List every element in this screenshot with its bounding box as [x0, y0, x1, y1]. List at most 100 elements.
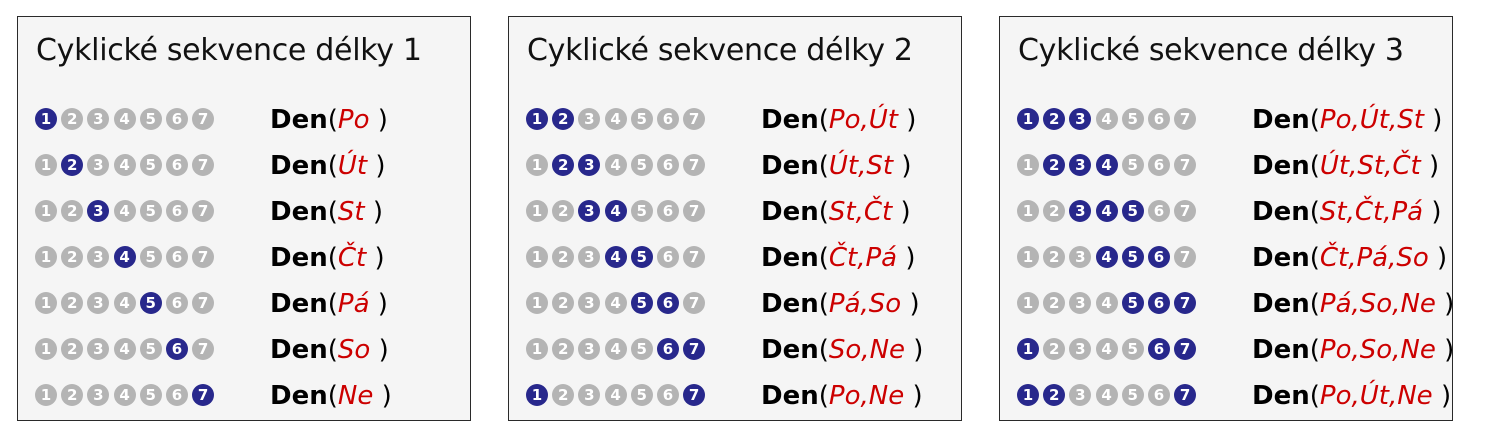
day-5-circle-icon: 5	[139, 246, 162, 268]
close-paren: )	[1435, 335, 1455, 365]
function-name: Den	[1252, 197, 1310, 227]
sequence-row: 1 2 3 4 5 6 7 Den(St,Čt )	[526, 193, 956, 231]
function-name: Den	[270, 105, 328, 135]
function-arguments: Čt,Pá,So	[1319, 243, 1429, 273]
day-1-circle-icon: 1	[526, 200, 548, 222]
function-expression: Den(Po,Út,St )	[1252, 101, 1442, 139]
day-2-circle-icon: 2	[61, 338, 84, 360]
function-expression: Den(Pá,So )	[761, 285, 920, 323]
day-3-circle-icon: 3	[1069, 154, 1092, 176]
day-1-circle-icon: 1	[35, 292, 57, 314]
open-paren: (	[1309, 151, 1320, 181]
day-7-circle-icon: 7	[192, 200, 215, 222]
day-4-circle-icon: 4	[113, 246, 136, 268]
day-7-circle-icon: 7	[683, 200, 706, 222]
close-paren: )	[904, 381, 923, 411]
open-paren: (	[327, 335, 338, 365]
day-5-circle-icon: 5	[1121, 108, 1144, 130]
day-1-circle-icon: 1	[526, 154, 548, 176]
day-6-circle-icon: 6	[656, 384, 679, 406]
open-paren: (	[818, 197, 829, 227]
day-7-circle-icon: 7	[683, 108, 706, 130]
day-1-circle-icon: 1	[1017, 246, 1039, 268]
day-4-circle-icon: 4	[113, 338, 136, 360]
close-paren: )	[893, 151, 912, 181]
day-2-circle-icon: 2	[61, 292, 84, 314]
day-4-circle-icon: 4	[604, 108, 627, 130]
open-paren: (	[1309, 197, 1320, 227]
function-name: Den	[1252, 335, 1310, 365]
day-4-circle-icon: 4	[1095, 292, 1118, 314]
open-paren: (	[1309, 243, 1320, 273]
function-name: Den	[761, 335, 819, 365]
close-paren: )	[369, 105, 388, 135]
function-arguments: Po,Út	[828, 105, 898, 135]
function-name: Den	[270, 243, 328, 273]
day-2-circle-icon: 2	[1043, 292, 1066, 314]
close-paren: )	[367, 151, 386, 181]
function-expression: Den(Út,St )	[761, 147, 912, 185]
day-6-circle-icon: 6	[1147, 246, 1170, 268]
function-expression: Den(Po,Ne )	[761, 377, 923, 415]
day-5-circle-icon: 5	[139, 338, 162, 360]
day-5-circle-icon: 5	[139, 292, 162, 314]
function-arguments: Čt,Pá	[828, 243, 898, 273]
day-5-circle-icon: 5	[630, 384, 653, 406]
day-6-circle-icon: 6	[656, 154, 679, 176]
open-paren: (	[327, 243, 338, 273]
day-6-circle-icon: 6	[656, 338, 679, 360]
day-5-circle-icon: 5	[139, 108, 162, 130]
day-5-circle-icon: 5	[630, 292, 653, 314]
close-paren: )	[897, 105, 917, 135]
sequence-row: 1 2 3 4 5 6 7 Den(Čt )	[35, 239, 465, 277]
function-name: Den	[1252, 381, 1310, 411]
day-6-circle-icon: 6	[165, 200, 188, 222]
day-7-circle-icon: 7	[192, 246, 215, 268]
panel-title: Cyklické sekvence délky 3	[1018, 33, 1404, 68]
day-3-circle-icon: 3	[87, 292, 110, 314]
day-3-circle-icon: 3	[1069, 384, 1092, 406]
day-7-circle-icon: 7	[192, 384, 215, 406]
day-5-circle-icon: 5	[630, 338, 653, 360]
day-2-circle-icon: 2	[1043, 384, 1066, 406]
day-2-circle-icon: 2	[1043, 200, 1066, 222]
function-name: Den	[761, 197, 819, 227]
day-1-circle-icon: 1	[1017, 154, 1039, 176]
open-paren: (	[327, 105, 338, 135]
function-name: Den	[761, 105, 819, 135]
day-4-circle-icon: 4	[1095, 338, 1118, 360]
day-6-circle-icon: 6	[165, 108, 188, 130]
day-3-circle-icon: 3	[1069, 338, 1092, 360]
day-4-circle-icon: 4	[1095, 200, 1118, 222]
day-4-circle-icon: 4	[113, 154, 136, 176]
day-6-circle-icon: 6	[165, 384, 188, 406]
day-7-circle-icon: 7	[1174, 108, 1197, 130]
day-5-circle-icon: 5	[1121, 338, 1144, 360]
sequence-row: 1 2 3 4 5 6 7 Den(Čt,Pá,So )	[1017, 239, 1447, 277]
day-5-circle-icon: 5	[630, 108, 653, 130]
sequence-row: 1 2 3 4 5 6 7 Den(Po,Ne )	[526, 377, 956, 415]
day-3-circle-icon: 3	[1069, 292, 1092, 314]
function-expression: Den(St )	[270, 193, 383, 231]
function-arguments: St,Čt,Pá	[1319, 197, 1424, 227]
day-2-circle-icon: 2	[1043, 154, 1066, 176]
function-name: Den	[1252, 105, 1310, 135]
close-paren: )	[1423, 105, 1443, 135]
sequence-row: 1 2 3 4 5 6 7 Den(Út,St,Čt )	[1017, 147, 1447, 185]
close-paren: )	[897, 243, 916, 273]
day-7-circle-icon: 7	[1174, 292, 1197, 314]
day-4-circle-icon: 4	[1095, 384, 1118, 406]
day-4-circle-icon: 4	[1095, 246, 1118, 268]
open-paren: (	[1309, 335, 1320, 365]
function-expression: Den(Čt,Pá )	[761, 239, 916, 277]
day-5-circle-icon: 5	[1121, 154, 1144, 176]
day-2-circle-icon: 2	[61, 154, 84, 176]
day-1-circle-icon: 1	[35, 338, 57, 360]
day-1-circle-icon: 1	[1017, 108, 1039, 130]
